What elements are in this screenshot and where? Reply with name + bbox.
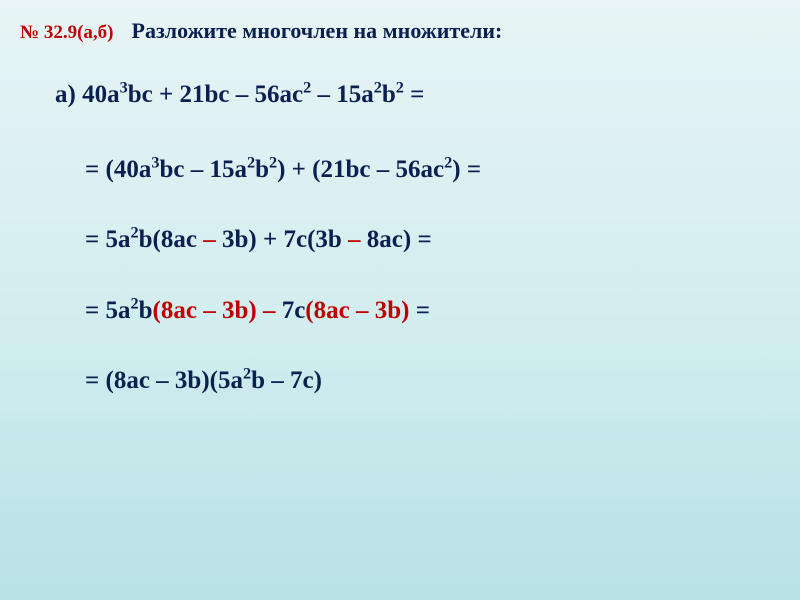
s3-minus-red: – [263, 297, 282, 324]
math-content: а) 40a3bc + 21bc – 56ac2 – 15a2b2 = = (4… [0, 54, 800, 398]
s2-b2-t2: 8ac [367, 226, 403, 253]
s2-b1-t1: 8ac [161, 226, 197, 253]
s3-f2: 7c [282, 297, 306, 324]
open-b1: ( [153, 226, 161, 253]
equals-3: = [85, 226, 106, 253]
step-1: = (40a3bc – 15a2b2) + (21bc – 56ac2) = [55, 154, 745, 187]
s1-g1-t2: 15a2b2 [209, 156, 277, 183]
s3-common-2: (8ac – 3b) [305, 297, 409, 324]
term4: 15a2b2 [336, 81, 410, 108]
equals-5: = [409, 297, 430, 324]
op-minus-1: – [236, 81, 255, 108]
s3-common-1: (8ac – 3b) [153, 297, 257, 324]
equals-1: = [410, 81, 424, 108]
s2-b2-t1: 3b [315, 226, 341, 253]
step-2: = 5a2b(8ac – 3b) + 7c(3b – 8ac) = [55, 224, 745, 257]
term3: 56ac2 [254, 81, 317, 108]
s2-f2: 7c [283, 226, 307, 253]
s4-b2-t1: 5a2b [218, 367, 265, 394]
close-b1: ) + [248, 226, 283, 253]
s2-minus-2: – [342, 226, 367, 253]
s1-minus-1: – [191, 156, 210, 183]
instruction-text: Разложите многочлен на множители: [132, 18, 503, 44]
step-3: = 5a2b(8ac – 3b) – 7c(8ac – 3b) = [55, 295, 745, 328]
s2-f1: 5a2b [106, 226, 153, 253]
header: № 32.9(а,б) Разложите многочлен на множи… [0, 0, 800, 54]
s4-minus: – [265, 367, 290, 394]
close-b2: ) = [403, 226, 432, 253]
problem-number: № 32.9(а,б) [20, 22, 114, 44]
s2-minus-red: – [197, 226, 222, 253]
part-label: а) [55, 81, 76, 108]
close-paren-1: ) + ( [277, 156, 320, 183]
open-b2-final: ( [210, 367, 218, 394]
s2-b1-t2: 3b [222, 226, 248, 253]
equals-2: = ( [85, 156, 114, 183]
term1: 40a3bc [82, 81, 159, 108]
equals-4: = [85, 297, 106, 324]
equals-6: = [85, 367, 106, 394]
op-plus: + [159, 81, 180, 108]
s1-minus-2: – [377, 156, 396, 183]
close-paren-2: ) = [452, 156, 481, 183]
s1-g2-t1: 21bc [321, 156, 371, 183]
s1-g2-t2: 56ac2 [396, 156, 453, 183]
s1-g1-t1: 40a3bc [114, 156, 185, 183]
op-minus-2: – [317, 81, 336, 108]
close-final: ) [314, 367, 322, 394]
original-expression: а) 40a3bc + 21bc – 56ac2 – 15a2b2 = [55, 79, 745, 112]
s3-f1: 5a2b [106, 297, 153, 324]
step-4: = (8ac – 3b)(5a2b – 7c) [55, 365, 745, 398]
term2: 21bc [179, 81, 229, 108]
s4-b1: (8ac – 3b) [106, 367, 210, 394]
s4-b2-t2: 7c [290, 367, 314, 394]
